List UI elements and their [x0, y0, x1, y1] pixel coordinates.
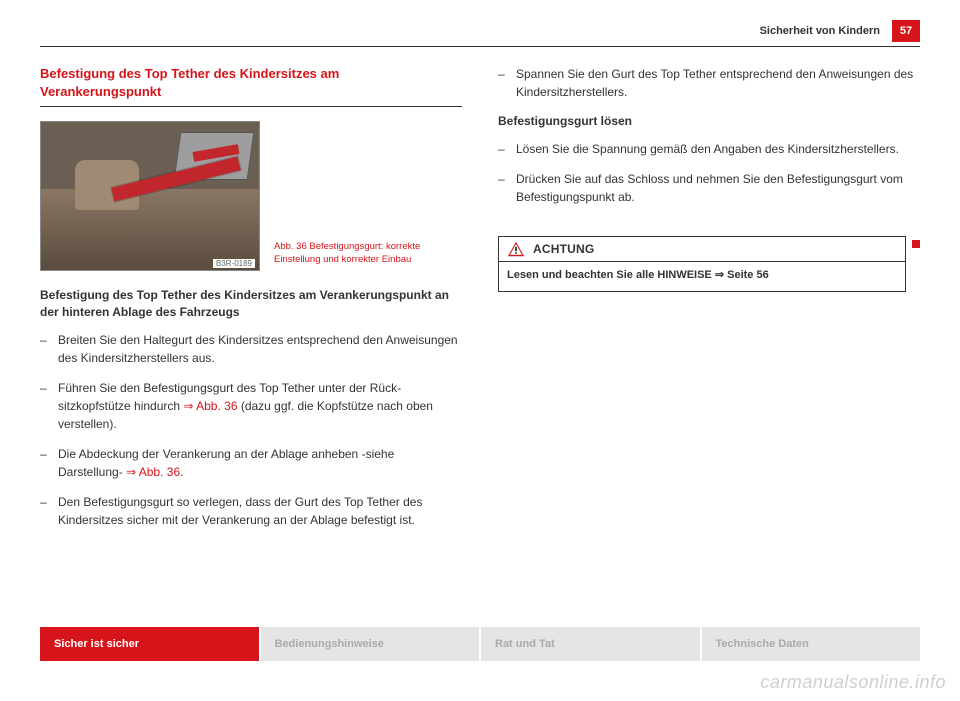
figure-row: B3R-0189 Abb. 36 Befestigungs­gurt: korr… — [40, 121, 462, 271]
header-rule — [40, 46, 920, 47]
list-item: Den Befestigungsgurt so verlegen, dass d… — [40, 493, 462, 529]
figure-illustration: B3R-0189 — [40, 121, 260, 271]
watermark-text: carmanualsonline.info — [760, 672, 946, 693]
page-header: Sicherheit von Kindern 57 — [40, 20, 920, 42]
left-section-rule — [40, 106, 462, 107]
footer-tab-bedienung[interactable]: Bedienungshinweise — [259, 627, 480, 661]
list-item: Spannen Sie den Gurt des Top Tether ents… — [498, 65, 920, 101]
page: Sicherheit von Kindern 57 Befestigung de… — [0, 0, 960, 701]
list-item: Breiten Sie den Haltegurt des Kindersitz… — [40, 331, 462, 367]
footer-tab-technische[interactable]: Technische Daten — [700, 627, 921, 661]
left-section-title: Befestigung des Top Tether des Kindersit… — [40, 65, 462, 100]
content-columns: Befestigung des Top Tether des Kindersit… — [40, 65, 920, 541]
page-reference-link[interactable]: ⇒ Seite 56 — [715, 269, 769, 281]
warning-title: ACHTUNG — [533, 242, 594, 256]
figure-caption: Abb. 36 Befestigungs­gurt: korrekte Eins… — [274, 241, 424, 267]
left-subheading: Befestigung des Top Tether des Kindersit… — [40, 287, 462, 321]
right-steps-bottom: Lösen Sie die Spannung gemäß den Angaben… — [498, 140, 920, 206]
right-subheading: Befestigungsgurt lösen — [498, 113, 920, 130]
left-steps-list: Breiten Sie den Haltegurt des Kindersitz… — [40, 331, 462, 529]
figure-reference-link[interactable]: ⇒ Abb. 36 — [183, 399, 237, 413]
list-item: Lösen Sie die Spannung gemäß den Angaben… — [498, 140, 920, 158]
step-text: Spannen Sie den Gurt des Top Tether ents… — [516, 67, 913, 99]
list-item: Die Abdeckung der Verankerung an der Abl… — [40, 445, 462, 481]
warning-triangle-icon — [507, 241, 525, 257]
right-column: Spannen Sie den Gurt des Top Tether ents… — [498, 65, 920, 541]
step-text: . — [180, 465, 183, 479]
footer-tab-sicher[interactable]: Sicher ist sicher — [40, 627, 259, 661]
warning-body: Lesen und beachten Sie alle HINWEISE ⇒ S… — [499, 262, 905, 291]
figure-code: B3R-0189 — [213, 259, 255, 268]
figure-seat — [41, 189, 259, 270]
left-column: Befestigung des Top Tether des Kindersit… — [40, 65, 462, 541]
step-text: Drücken Sie auf das Schloss und nehmen S… — [516, 172, 903, 204]
footer-tab-label: Rat und Tat — [495, 638, 555, 650]
footer-tabs: Sicher ist sicher Bedienungshinweise Rat… — [40, 627, 920, 661]
figure-reference-link[interactable]: ⇒ Abb. 36 — [126, 465, 180, 479]
list-item: Drücken Sie auf das Schloss und nehmen S… — [498, 170, 920, 206]
footer-tab-rat[interactable]: Rat und Tat — [479, 627, 700, 661]
warning-body-text: Lesen und beachten Sie alle HINWEISE — [507, 269, 715, 281]
list-item: Führen Sie den Befestigungsgurt des Top … — [40, 379, 462, 433]
header-section-title: Sicherheit von Kindern — [760, 25, 880, 37]
step-text: Lösen Sie die Spannung gemäß den Angaben… — [516, 142, 899, 156]
right-steps-top: Spannen Sie den Gurt des Top Tether ents… — [498, 65, 920, 101]
section-end-marker-icon — [912, 240, 920, 248]
footer-tab-label: Sicher ist sicher — [54, 638, 139, 650]
footer-tab-label: Technische Daten — [716, 638, 809, 650]
step-text: Die Abdeckung der Verankerung an der Abl… — [58, 447, 394, 479]
page-number-badge: 57 — [892, 20, 920, 42]
footer-tab-label: Bedienungshinweise — [275, 638, 384, 650]
step-text: Den Befestigungsgurt so verlegen, dass d… — [58, 495, 422, 527]
step-text: Breiten Sie den Haltegurt des Kindersitz… — [58, 333, 458, 365]
warning-header: ACHTUNG — [499, 237, 905, 262]
warning-box: ACHTUNG Lesen und beachten Sie alle HINW… — [498, 236, 906, 292]
